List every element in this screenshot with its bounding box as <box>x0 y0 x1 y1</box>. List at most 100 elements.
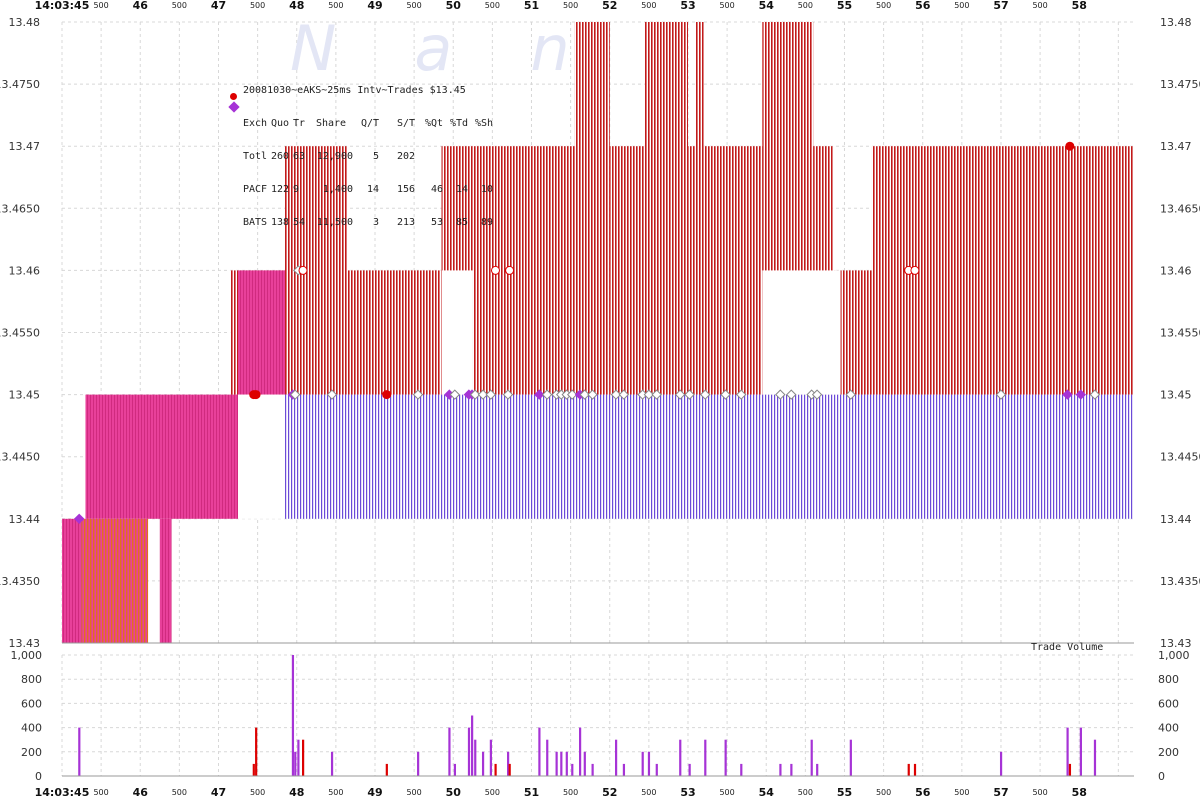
legend-pacf-icon <box>230 93 237 100</box>
time-label-top: 56 <box>915 0 931 12</box>
half-second-label-bottom: 500 <box>954 788 969 797</box>
trade-marker-bats <box>1089 389 1101 400</box>
ask-spread-area <box>695 22 704 395</box>
row-psh: 89 <box>480 217 493 228</box>
volume-bar <box>571 763 574 776</box>
price-tick-label-right: 13.4650 <box>1160 202 1200 215</box>
price-tick-label-right: 13.45 <box>1160 389 1192 402</box>
trade-marker-bats <box>566 389 578 400</box>
half-second-label-bottom: 500 <box>719 788 734 797</box>
time-label-top: 53 <box>680 0 695 12</box>
volume-bar <box>565 751 568 776</box>
row-qt: 14 <box>366 184 379 195</box>
trade-marker-bats <box>289 389 301 400</box>
volume-bar <box>790 763 793 776</box>
volume-bar-layer <box>78 655 1097 776</box>
trade-marker-bats <box>412 389 424 400</box>
stats-table: 20081030~eAKS~25ms Intv~Trades $13.45 Ex… <box>243 63 493 250</box>
price-tick-label-left: 13.48 <box>9 16 41 29</box>
half-second-label-bottom: 500 <box>876 788 891 797</box>
row-qt: 5 <box>372 151 379 162</box>
row-share: 11,500 <box>316 217 353 228</box>
price-tick-label-right: 13.44 <box>1160 513 1192 526</box>
overlap-area <box>238 270 286 395</box>
volume-bar <box>481 751 485 776</box>
volume-bar <box>474 739 477 776</box>
volume-bar <box>297 739 300 776</box>
row-exch: BATS <box>243 217 268 228</box>
half-second-label-top: 500 <box>954 1 969 10</box>
volume-tick-label-right: 400 <box>1158 722 1179 735</box>
trade-marker-pacf <box>505 265 515 275</box>
trade-marker-bats <box>684 389 695 400</box>
trade-marker-pacf <box>910 265 920 275</box>
volume-bar <box>546 739 549 776</box>
price-tick-label-left: 13.4450 <box>0 451 40 464</box>
watermark-text: Nanex <box>290 12 879 85</box>
half-second-label-bottom: 500 <box>485 788 500 797</box>
volume-bar <box>453 763 457 776</box>
volume-bar <box>849 739 852 776</box>
volume-bar <box>78 727 81 776</box>
ask-spread-area <box>531 146 575 395</box>
volume-bar <box>302 739 305 776</box>
row-pqt: 53 <box>430 217 443 228</box>
time-label-bottom: 55 <box>837 786 852 799</box>
price-tick-label-right: 13.43 <box>1160 637 1192 650</box>
volume-bar <box>816 763 819 776</box>
price-tick-label-right: 13.4450 <box>1160 451 1200 464</box>
time-label-top: 52 <box>602 0 617 12</box>
orange-quote-band <box>81 518 149 643</box>
trade-marker-bats <box>995 389 1007 400</box>
time-label-top: 57 <box>993 0 1008 12</box>
time-label-bottom: 50 <box>446 786 462 799</box>
quote-gap <box>441 270 473 395</box>
volume-bar <box>704 739 707 776</box>
half-second-label-top: 500 <box>328 1 343 10</box>
row-psh <box>468 151 493 162</box>
volume-tick-label-right: 600 <box>1158 697 1179 710</box>
volume-tick-label-right: 0 <box>1158 770 1165 783</box>
time-label-bottom: 14:03:45 <box>35 786 90 799</box>
header-qt: Q/T <box>360 118 379 129</box>
volume-bar <box>641 751 644 776</box>
volume-bar <box>507 751 510 776</box>
trade-marker-bats <box>845 389 856 400</box>
trade-marker-bats <box>699 389 711 400</box>
time-label-top: 48 <box>289 0 304 12</box>
time-label-top: 58 <box>1072 0 1087 12</box>
half-second-label-top: 500 <box>93 1 108 10</box>
volume-bar <box>647 751 651 776</box>
ask-spread-area <box>574 22 610 395</box>
price-tick-label-right: 13.4750 <box>1160 78 1200 91</box>
trade-marker-bats <box>587 389 598 400</box>
trade-marker-bats <box>786 389 797 400</box>
price-tick-label-left: 13.4750 <box>0 78 40 91</box>
volume-bar <box>655 763 658 776</box>
price-tick-label-right: 13.4550 <box>1160 327 1200 340</box>
header-st: S/T <box>396 118 415 129</box>
price-tick-label-right: 13.4350 <box>1160 575 1200 588</box>
trade-marker-bats <box>579 389 590 400</box>
volume-title: Trade Volume <box>1031 642 1104 653</box>
time-label-top: 54 <box>759 0 775 12</box>
row-st: 213 <box>396 217 415 228</box>
volume-bar <box>294 751 297 776</box>
time-label-bottom: 58 <box>1072 786 1087 799</box>
price-tick-label-right: 13.46 <box>1160 264 1192 277</box>
half-second-label-top: 500 <box>641 1 656 10</box>
time-label-bottom: 53 <box>680 786 695 799</box>
ask-spread-area <box>687 146 696 395</box>
volume-bar <box>448 727 451 776</box>
half-second-label-bottom: 500 <box>563 788 578 797</box>
half-second-label-top: 500 <box>798 1 813 10</box>
half-second-label-top: 500 <box>1032 1 1047 10</box>
half-second-label-top: 500 <box>563 1 578 10</box>
volume-tick-label-left: 800 <box>21 673 42 686</box>
trade-marker-bats <box>775 389 786 400</box>
row-quo: 260 <box>271 151 290 162</box>
half-second-label-bottom: 500 <box>250 788 265 797</box>
trade-marker-bats <box>618 389 630 400</box>
row-st: 202 <box>396 151 415 162</box>
